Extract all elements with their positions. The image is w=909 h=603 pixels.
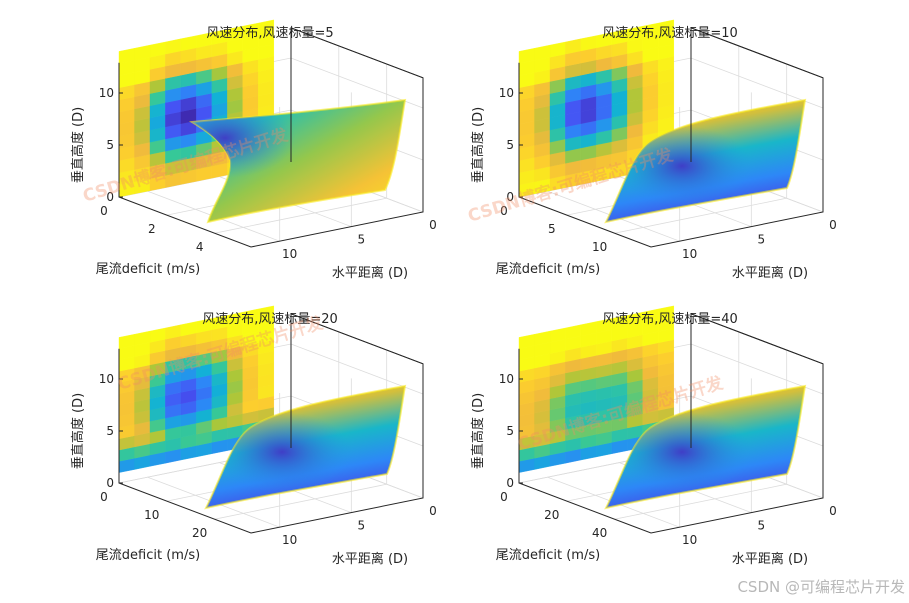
distance-axis-label: 水平距离 (D) xyxy=(732,265,808,281)
z-tick-label: 5 xyxy=(106,138,114,152)
z-tick-label: 10 xyxy=(99,372,114,386)
axes-box xyxy=(118,313,424,534)
distance-tick-label: 10 xyxy=(682,247,697,261)
top-box-line xyxy=(690,313,824,389)
deficit-tick-label: 0 xyxy=(500,204,508,218)
deficit-tick-label: 4 xyxy=(196,240,204,254)
z-tick-label: 0 xyxy=(106,476,114,490)
axis-lines xyxy=(518,348,824,534)
top-box-line xyxy=(690,27,824,103)
subplot-title: 风速分布,风速标量=10 xyxy=(602,26,738,41)
axes-box xyxy=(518,27,824,248)
distance-tick-label: 0 xyxy=(829,218,837,232)
wake-surface xyxy=(204,384,407,510)
deficit-tick-label: 40 xyxy=(592,526,607,540)
deficit-tick-label: 20 xyxy=(192,526,207,540)
subplot-title: 风速分布,风速标量=40 xyxy=(602,312,738,327)
axes-box xyxy=(118,27,424,248)
axis-lines xyxy=(518,62,824,248)
z-tick-label: 10 xyxy=(499,372,514,386)
deficit-axis-label: 尾流deficit (m/s) xyxy=(96,262,200,277)
height-axis-label: 垂直高度 (D) xyxy=(470,107,486,183)
z-tick-label: 10 xyxy=(499,86,514,100)
height-axis-label: 垂直高度 (D) xyxy=(70,393,86,469)
subplot-1: 0 5 10 0 2 4 0 5 10 风速分布,风速标量=5 尾流deficit (m/s) 水平距… xyxy=(70,19,437,281)
z-tick-label: 0 xyxy=(506,476,514,490)
distance-tick-label: 5 xyxy=(358,519,366,533)
footer-watermark: CSDN @可编程芯片开发 xyxy=(737,578,905,596)
distance-tick-label: 10 xyxy=(282,533,297,547)
distance-tick-label: 10 xyxy=(282,247,297,261)
axis-lines xyxy=(118,348,424,534)
surface-wake-region xyxy=(212,412,352,492)
axes-box xyxy=(518,313,824,534)
deficit-tick-label: 0 xyxy=(100,490,108,504)
distance-tick-label: 0 xyxy=(829,504,837,518)
deficit-tick-label: 0 xyxy=(500,490,508,504)
subplot-4: 0 5 10 0 20 40 0 5 10 风速分布,风速标量=40 尾流deficit (m/s)… xyxy=(470,305,837,567)
z-tick-label: 5 xyxy=(106,424,114,438)
wake-surface xyxy=(188,98,407,224)
wake-surface xyxy=(604,98,807,224)
deficit-tick-label: 2 xyxy=(148,222,156,236)
distance-axis-label: 水平距离 (D) xyxy=(332,551,408,567)
z-tick-label: 5 xyxy=(506,424,514,438)
surface-wake-region xyxy=(612,126,752,206)
distance-tick-label: 0 xyxy=(429,218,437,232)
distance-tick-label: 10 xyxy=(682,533,697,547)
z-tick-label: 5 xyxy=(506,138,514,152)
heatmap-cell xyxy=(258,19,274,36)
distance-tick-label: 0 xyxy=(429,504,437,518)
back-wall-heatmap xyxy=(518,305,674,473)
wake-surface xyxy=(604,384,807,510)
z-tick-label: 0 xyxy=(506,190,514,204)
heatmap-cell xyxy=(658,19,674,36)
deficit-tick-label: 10 xyxy=(144,508,159,522)
heatmap-cell xyxy=(658,305,674,321)
height-axis-label: 垂直高度 (D) xyxy=(70,107,86,183)
subplot-title: 风速分布,风速标量=20 xyxy=(202,312,338,327)
deficit-axis-label: 尾流deficit (m/s) xyxy=(496,262,600,277)
axis-lines xyxy=(118,62,424,248)
deficit-tick-label: 20 xyxy=(544,508,559,522)
distance-axis-label: 水平距离 (D) xyxy=(332,265,408,281)
top-box-line xyxy=(290,27,424,103)
height-axis-label: 垂直高度 (D) xyxy=(470,393,486,469)
z-tick-label: 10 xyxy=(99,86,114,100)
subplot-3: 0 5 10 0 10 20 0 5 10 风速分布,风速标量=20 尾流deficit (m/s)… xyxy=(70,305,437,567)
subplot-2: 0 5 10 0 5 10 0 5 10 风速分布,风速标量=10 尾流deficit (m/s) 水… xyxy=(470,19,837,281)
deficit-tick-label: 10 xyxy=(592,240,607,254)
deficit-tick-label: 5 xyxy=(548,222,556,236)
deficit-axis-label: 尾流deficit (m/s) xyxy=(96,548,200,563)
surface-wake-region xyxy=(192,100,295,178)
deficit-axis-label: 尾流deficit (m/s) xyxy=(496,548,600,563)
distance-tick-label: 5 xyxy=(358,233,366,247)
distance-axis-label: 水平距离 (D) xyxy=(732,551,808,567)
subplot-title: 风速分布,风速标量=5 xyxy=(206,26,333,41)
distance-tick-label: 5 xyxy=(758,519,766,533)
deficit-tick-label: 0 xyxy=(100,204,108,218)
heatmap-cell xyxy=(258,305,274,321)
watermarks: CSDN博客:可编程芯片开发 CSDN博客:可编程芯片开发CSDN博客:可编程芯片… xyxy=(80,124,905,596)
top-box-line xyxy=(290,313,424,389)
distance-tick-label: 5 xyxy=(758,233,766,247)
z-tick-label: 0 xyxy=(106,190,114,204)
surface-wake-region xyxy=(612,412,752,492)
